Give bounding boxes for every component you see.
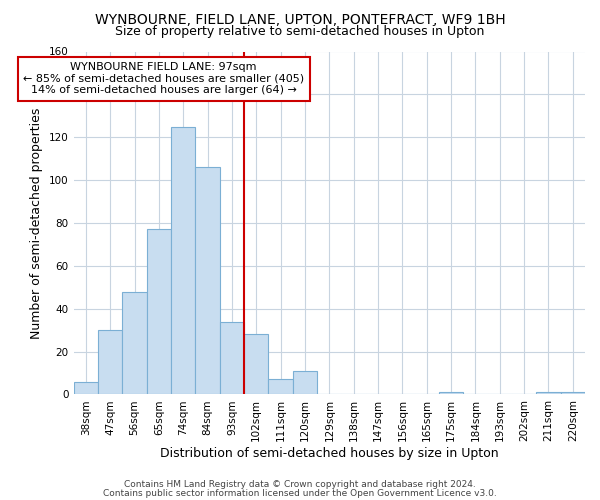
Bar <box>439 392 463 394</box>
Text: Contains HM Land Registry data © Crown copyright and database right 2024.: Contains HM Land Registry data © Crown c… <box>124 480 476 489</box>
Text: WYNBOURNE, FIELD LANE, UPTON, PONTEFRACT, WF9 1BH: WYNBOURNE, FIELD LANE, UPTON, PONTEFRACT… <box>95 12 505 26</box>
Bar <box>536 392 560 394</box>
Bar <box>293 371 317 394</box>
Bar <box>220 322 244 394</box>
Bar <box>171 126 196 394</box>
Bar <box>122 292 146 395</box>
X-axis label: Distribution of semi-detached houses by size in Upton: Distribution of semi-detached houses by … <box>160 447 499 460</box>
Bar <box>268 380 293 394</box>
Bar <box>196 167 220 394</box>
Text: Size of property relative to semi-detached houses in Upton: Size of property relative to semi-detach… <box>115 25 485 38</box>
Bar <box>98 330 122 394</box>
Bar <box>146 230 171 394</box>
Y-axis label: Number of semi-detached properties: Number of semi-detached properties <box>31 108 43 338</box>
Bar <box>244 334 268 394</box>
Bar <box>560 392 585 394</box>
Bar <box>74 382 98 394</box>
Text: Contains public sector information licensed under the Open Government Licence v3: Contains public sector information licen… <box>103 488 497 498</box>
Text: WYNBOURNE FIELD LANE: 97sqm
← 85% of semi-detached houses are smaller (405)
14% : WYNBOURNE FIELD LANE: 97sqm ← 85% of sem… <box>23 62 304 96</box>
